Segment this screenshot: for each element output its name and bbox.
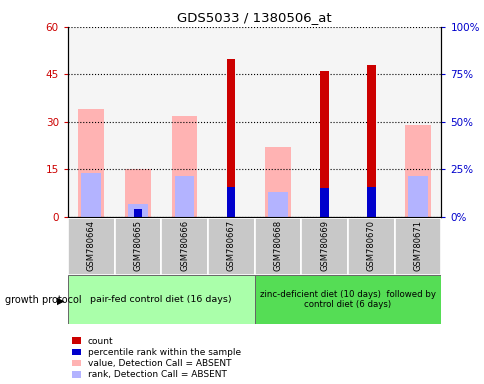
Bar <box>268 192 287 217</box>
Bar <box>171 116 197 217</box>
Text: GSM780664: GSM780664 <box>87 220 95 270</box>
Legend: count, percentile rank within the sample, value, Detection Call = ABSENT, rank, : count, percentile rank within the sample… <box>72 337 241 379</box>
Bar <box>114 218 161 275</box>
Bar <box>208 218 254 275</box>
Bar <box>394 218 440 275</box>
Bar <box>174 176 194 217</box>
Bar <box>366 65 375 217</box>
Bar <box>366 187 375 217</box>
Bar <box>320 189 328 217</box>
Text: GSM780670: GSM780670 <box>366 220 375 270</box>
Bar <box>227 187 235 217</box>
Bar <box>134 209 142 217</box>
Bar <box>404 125 430 217</box>
Title: GDS5033 / 1380506_at: GDS5033 / 1380506_at <box>177 11 331 24</box>
Bar <box>125 169 151 217</box>
Bar <box>78 109 104 217</box>
Bar <box>408 176 427 217</box>
Text: GSM780667: GSM780667 <box>227 219 235 271</box>
Bar <box>301 218 347 275</box>
Text: growth protocol: growth protocol <box>5 295 81 305</box>
Bar <box>68 218 114 275</box>
Bar <box>68 275 254 324</box>
Text: GSM780666: GSM780666 <box>180 219 189 271</box>
Bar <box>320 71 328 217</box>
Bar <box>347 218 394 275</box>
Bar <box>254 275 440 324</box>
Text: ▶: ▶ <box>57 295 64 305</box>
Bar <box>128 204 148 217</box>
Bar <box>254 218 301 275</box>
Text: GSM780665: GSM780665 <box>133 220 142 270</box>
Text: GSM780669: GSM780669 <box>319 220 329 270</box>
Text: GSM780671: GSM780671 <box>413 220 422 270</box>
Bar <box>81 173 101 217</box>
Bar <box>161 218 208 275</box>
Text: GSM780668: GSM780668 <box>273 219 282 271</box>
Bar <box>227 59 235 217</box>
Text: zinc-deficient diet (10 days)  followed by
control diet (6 days): zinc-deficient diet (10 days) followed b… <box>259 290 435 309</box>
Text: pair-fed control diet (16 days): pair-fed control diet (16 days) <box>90 295 232 304</box>
Bar <box>265 147 290 217</box>
